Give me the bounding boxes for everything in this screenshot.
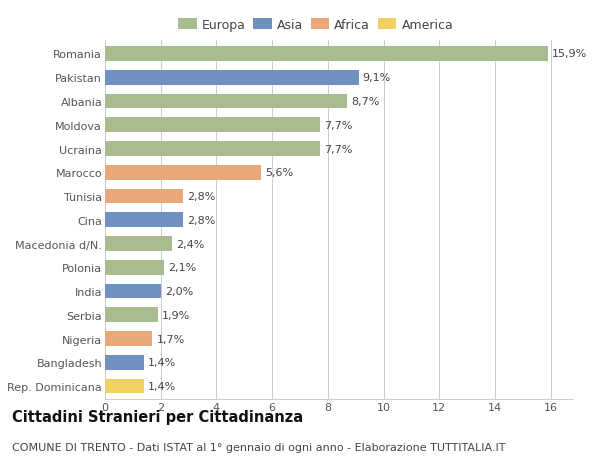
- Bar: [105, 379, 144, 394]
- Text: 1,7%: 1,7%: [157, 334, 185, 344]
- Bar: [105, 71, 359, 85]
- Bar: [105, 166, 261, 180]
- Text: 7,7%: 7,7%: [323, 121, 352, 130]
- Text: 2,4%: 2,4%: [176, 239, 205, 249]
- Text: 1,4%: 1,4%: [148, 358, 176, 368]
- Text: 2,8%: 2,8%: [187, 191, 215, 202]
- Bar: [105, 189, 183, 204]
- Text: 15,9%: 15,9%: [552, 50, 587, 59]
- Text: 1,9%: 1,9%: [162, 310, 190, 320]
- Bar: [105, 355, 144, 370]
- Text: 5,6%: 5,6%: [265, 168, 293, 178]
- Bar: [105, 284, 161, 299]
- Bar: [105, 213, 183, 228]
- Bar: [105, 237, 172, 252]
- Legend: Europa, Asia, Africa, America: Europa, Asia, Africa, America: [178, 18, 453, 32]
- Text: COMUNE DI TRENTO - Dati ISTAT al 1° gennaio di ogni anno - Elaborazione TUTTITAL: COMUNE DI TRENTO - Dati ISTAT al 1° genn…: [12, 442, 505, 452]
- Bar: [105, 95, 347, 109]
- Text: 2,8%: 2,8%: [187, 215, 215, 225]
- Text: 8,7%: 8,7%: [352, 97, 380, 107]
- Bar: [105, 47, 548, 62]
- Text: Cittadini Stranieri per Cittadinanza: Cittadini Stranieri per Cittadinanza: [12, 409, 303, 425]
- Text: 1,4%: 1,4%: [148, 381, 176, 391]
- Bar: [105, 142, 320, 157]
- Bar: [105, 118, 320, 133]
- Text: 2,1%: 2,1%: [167, 263, 196, 273]
- Text: 7,7%: 7,7%: [323, 144, 352, 154]
- Bar: [105, 260, 163, 275]
- Bar: [105, 308, 158, 323]
- Text: 2,0%: 2,0%: [165, 286, 193, 297]
- Text: 9,1%: 9,1%: [362, 73, 391, 83]
- Bar: [105, 331, 152, 346]
